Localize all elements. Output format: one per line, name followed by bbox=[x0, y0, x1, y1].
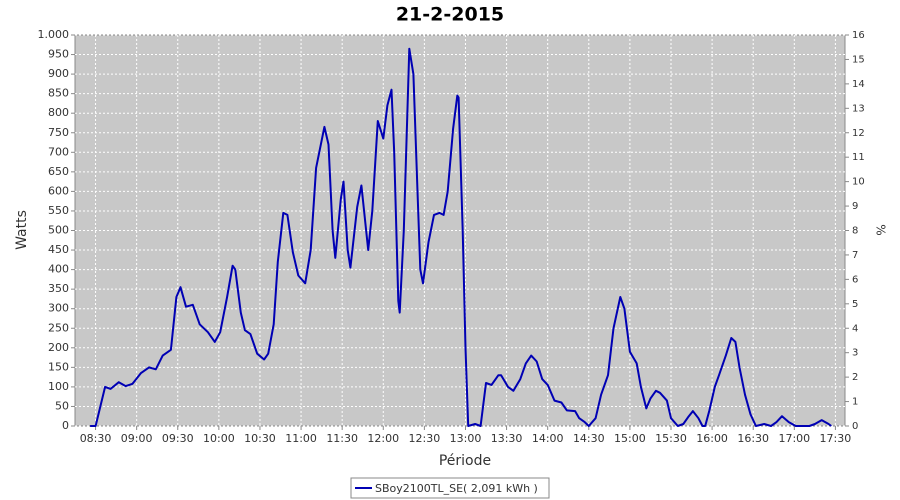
y-tick-label: 750 bbox=[48, 126, 69, 139]
y-tick-label: 250 bbox=[48, 321, 69, 334]
x-tick-label: 09:30 bbox=[162, 432, 194, 445]
y-tick-label: 50 bbox=[55, 399, 69, 412]
y2-tick-label: 8 bbox=[852, 226, 858, 237]
y2-tick-label: 12 bbox=[852, 128, 865, 139]
x-tick-label: 13:00 bbox=[450, 432, 482, 445]
legend bbox=[350, 477, 550, 499]
x-tick-label: 08:30 bbox=[80, 432, 112, 445]
y-tick-label: 150 bbox=[48, 360, 69, 373]
y2-tick-label: 1 bbox=[852, 397, 858, 408]
x-tick-label: 16:00 bbox=[696, 432, 728, 445]
y-tick-label: 100 bbox=[48, 380, 69, 393]
y2-tick-label: 11 bbox=[852, 152, 865, 163]
x-tick-label: 10:30 bbox=[244, 432, 276, 445]
y-tick-label: 1.000 bbox=[38, 28, 70, 41]
x-tick-label: 17:30 bbox=[820, 432, 852, 445]
y-tick-label: 700 bbox=[48, 145, 69, 158]
y-tick-label: 300 bbox=[48, 302, 69, 315]
y-tick-label: 850 bbox=[48, 87, 69, 100]
series-line bbox=[90, 47, 832, 427]
y2-tick-label: 5 bbox=[852, 299, 858, 310]
y2-tick-label: 10 bbox=[852, 177, 865, 188]
x-tick-label: 09:00 bbox=[121, 432, 153, 445]
x-tick-label: 12:00 bbox=[367, 432, 399, 445]
x-tick-label: 11:30 bbox=[326, 432, 358, 445]
legend-label: SBoy2100TL_SE( 2,091 kWh ) bbox=[375, 482, 538, 495]
y2-tick-label: 16 bbox=[852, 30, 865, 41]
y-tick-label: 600 bbox=[48, 184, 69, 197]
y-tick-label: 650 bbox=[48, 165, 69, 178]
x-tick-label: 17:00 bbox=[778, 432, 810, 445]
y-tick-label: 550 bbox=[48, 204, 69, 217]
y2-axis-label: % bbox=[874, 224, 888, 235]
y-tick-label: 450 bbox=[48, 243, 69, 256]
x-tick-label: 15:00 bbox=[614, 432, 646, 445]
y-tick-label: 900 bbox=[48, 67, 69, 80]
y2-tick-label: 7 bbox=[852, 250, 858, 261]
x-tick-label: 10:00 bbox=[203, 432, 235, 445]
y-tick-label: 500 bbox=[48, 224, 69, 237]
y-tick-label: 200 bbox=[48, 341, 69, 354]
x-tick-label: 11:00 bbox=[285, 432, 317, 445]
y2-tick-label: 14 bbox=[852, 79, 865, 90]
y-tick-label: 800 bbox=[48, 106, 69, 119]
y2-tick-label: 3 bbox=[852, 348, 858, 359]
y2-tick-label: 6 bbox=[852, 274, 858, 285]
y2-tick-label: 9 bbox=[852, 201, 858, 212]
y2-tick-label: 2 bbox=[852, 372, 858, 383]
y-tick-label: 400 bbox=[48, 263, 69, 276]
y2-tick-label: 13 bbox=[852, 103, 865, 114]
y-tick-label: 0 bbox=[62, 419, 69, 432]
x-axis-label: Période bbox=[439, 453, 491, 469]
x-tick-label: 14:00 bbox=[532, 432, 564, 445]
y2-tick-label: 15 bbox=[852, 54, 865, 65]
y-tick-label: 350 bbox=[48, 282, 69, 295]
chart-title: 21-2-2015 bbox=[396, 4, 504, 26]
y-axis-label: Watts bbox=[14, 210, 30, 250]
x-tick-label: 16:30 bbox=[737, 432, 769, 445]
y2-tick-label: 0 bbox=[852, 421, 858, 432]
y2-tick-label: 4 bbox=[852, 323, 858, 334]
x-tick-label: 12:30 bbox=[409, 432, 441, 445]
x-tick-label: 15:30 bbox=[655, 432, 687, 445]
x-tick-label: 13:30 bbox=[491, 432, 523, 445]
x-tick-label: 14:30 bbox=[573, 432, 605, 445]
y-tick-label: 950 bbox=[48, 48, 69, 61]
